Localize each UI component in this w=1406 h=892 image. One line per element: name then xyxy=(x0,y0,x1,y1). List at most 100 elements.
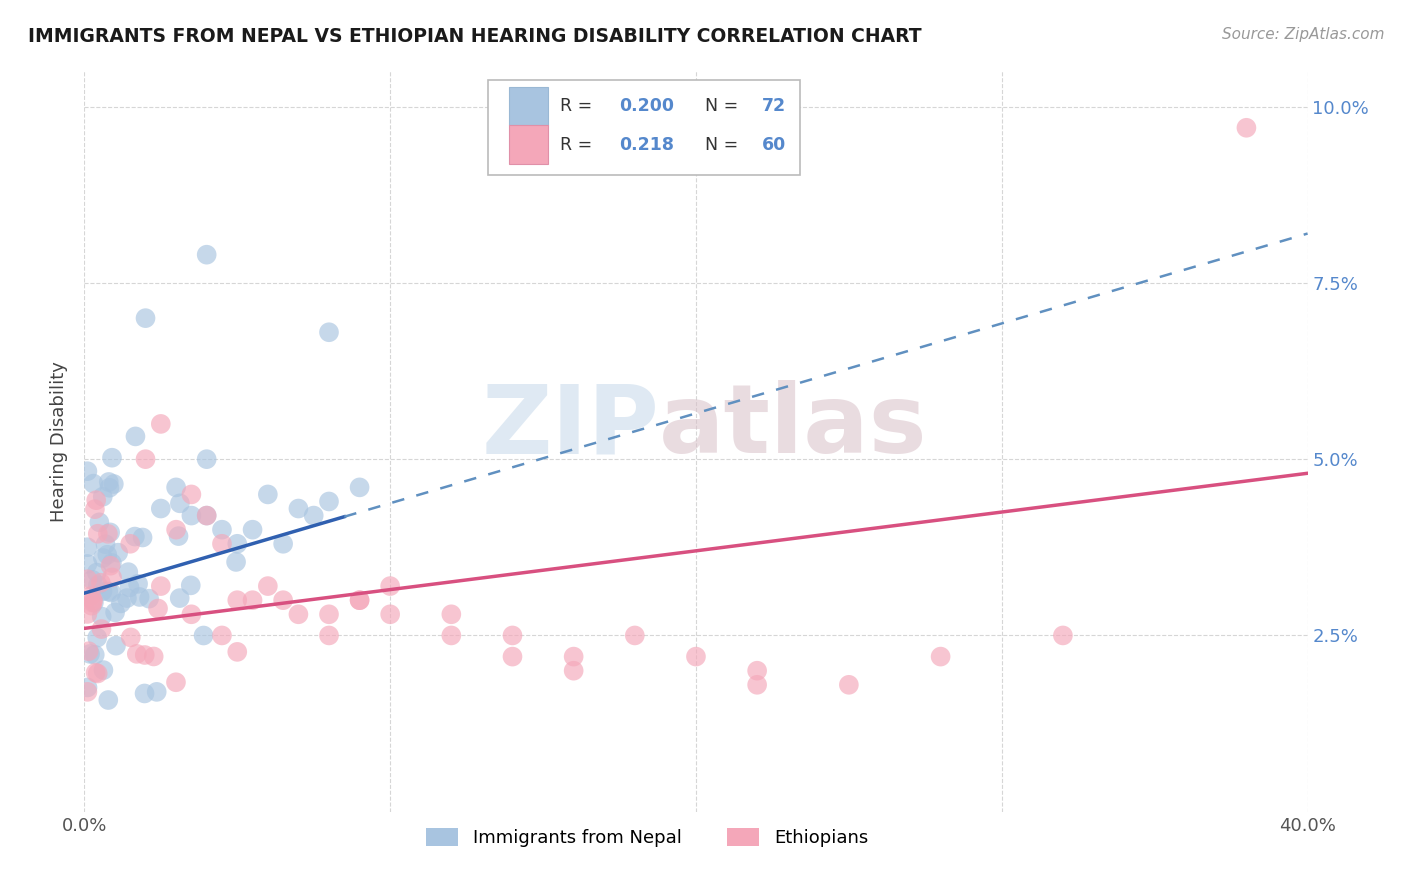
Point xyxy=(242,593,264,607)
Point xyxy=(211,523,233,537)
Point xyxy=(89,516,111,530)
Point xyxy=(685,649,707,664)
Point xyxy=(142,649,165,664)
Point xyxy=(1052,628,1074,642)
Point xyxy=(131,531,153,545)
Point xyxy=(380,579,402,593)
Point xyxy=(82,596,104,610)
Point xyxy=(318,325,340,339)
Point xyxy=(169,591,191,605)
Point xyxy=(87,578,110,592)
Point xyxy=(83,648,105,662)
Text: 0.218: 0.218 xyxy=(619,136,673,153)
Point xyxy=(502,628,524,642)
Text: R =: R = xyxy=(560,136,598,153)
Text: Source: ZipAtlas.com: Source: ZipAtlas.com xyxy=(1222,27,1385,42)
Point xyxy=(97,526,120,541)
Point xyxy=(124,530,146,544)
Point xyxy=(167,529,190,543)
Point xyxy=(76,557,98,571)
Point xyxy=(195,508,218,523)
Text: R =: R = xyxy=(560,97,598,115)
Point xyxy=(98,481,121,495)
Point xyxy=(83,595,105,609)
Point xyxy=(562,649,585,664)
Point xyxy=(195,248,218,262)
Point xyxy=(135,311,157,326)
Point xyxy=(104,639,127,653)
Point xyxy=(135,452,157,467)
Point xyxy=(90,609,112,624)
Point xyxy=(271,537,294,551)
Point xyxy=(84,665,107,680)
Point xyxy=(195,508,218,523)
Point xyxy=(86,566,108,580)
Point xyxy=(180,508,202,523)
Point xyxy=(117,565,139,579)
Point xyxy=(180,487,202,501)
Point xyxy=(82,476,104,491)
Point xyxy=(502,649,524,664)
Point xyxy=(101,556,124,570)
Point xyxy=(103,477,125,491)
Point xyxy=(96,548,118,562)
Point xyxy=(440,607,463,622)
Point xyxy=(440,628,463,642)
Point xyxy=(165,675,187,690)
Point xyxy=(91,490,114,504)
Point xyxy=(211,628,233,642)
Point xyxy=(76,681,98,695)
Point xyxy=(115,591,138,605)
Point xyxy=(107,546,129,560)
Point xyxy=(624,628,647,642)
Point xyxy=(929,649,952,664)
Point xyxy=(97,584,120,599)
Point xyxy=(90,575,112,590)
Point xyxy=(76,540,98,554)
Point xyxy=(124,429,146,443)
Point xyxy=(100,585,122,599)
Point xyxy=(127,577,149,591)
Text: N =: N = xyxy=(704,97,744,115)
Text: IMMIGRANTS FROM NEPAL VS ETHIOPIAN HEARING DISABILITY CORRELATION CHART: IMMIGRANTS FROM NEPAL VS ETHIOPIAN HEARI… xyxy=(28,27,922,45)
Point xyxy=(101,570,124,584)
Text: 72: 72 xyxy=(762,97,786,115)
Point xyxy=(146,601,169,615)
Point xyxy=(180,578,202,592)
Point xyxy=(120,631,142,645)
Point xyxy=(318,494,340,508)
Point xyxy=(80,589,103,603)
Point xyxy=(134,686,156,700)
Point xyxy=(180,607,202,622)
FancyBboxPatch shape xyxy=(488,80,800,175)
Point xyxy=(82,593,104,607)
Point xyxy=(90,622,112,636)
Point xyxy=(100,558,122,573)
Point xyxy=(91,584,114,599)
Point xyxy=(242,523,264,537)
Point xyxy=(118,581,141,595)
Point xyxy=(134,648,156,662)
Point xyxy=(104,605,127,619)
Bar xyxy=(509,87,548,126)
Point xyxy=(271,593,294,607)
Point xyxy=(76,464,98,478)
Point xyxy=(226,537,249,551)
Point xyxy=(97,693,120,707)
Point xyxy=(380,607,402,622)
Text: N =: N = xyxy=(704,136,744,153)
Point xyxy=(120,537,142,551)
Point xyxy=(195,452,218,467)
Text: ZIP: ZIP xyxy=(481,380,659,474)
Point xyxy=(226,645,249,659)
Text: atlas: atlas xyxy=(659,380,928,474)
Text: 0.200: 0.200 xyxy=(619,97,673,115)
Point xyxy=(165,480,187,494)
Point xyxy=(1236,120,1258,135)
Point xyxy=(257,487,280,501)
Point xyxy=(165,523,187,537)
Point xyxy=(349,593,371,607)
Point xyxy=(225,555,247,569)
Bar xyxy=(509,126,548,164)
Point xyxy=(318,628,340,642)
